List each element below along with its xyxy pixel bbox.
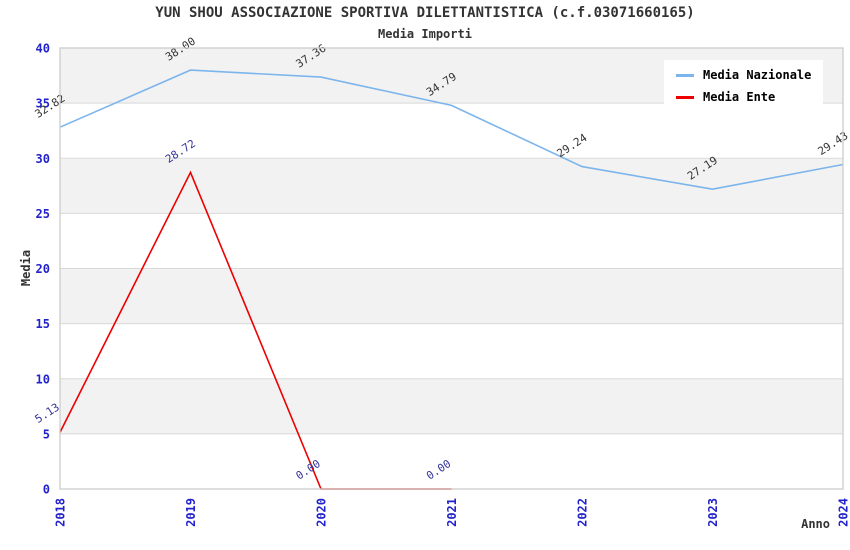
svg-text:40: 40 [36,42,50,56]
legend-label-media-nazionale: Media Nazionale [703,68,812,82]
legend-label-media-ente: Media Ente [703,90,776,104]
svg-text:35: 35 [36,97,50,111]
svg-text:0: 0 [43,483,50,497]
svg-text:15: 15 [36,317,50,331]
data-label: 5.13 [33,401,62,426]
media-nazionale-line-swatch-icon [676,73,694,77]
svg-text:25: 25 [36,207,50,221]
legend: Media Nazionale Media Ente [664,60,824,112]
svg-text:5: 5 [43,427,50,441]
y-axis-title: Media [19,250,33,286]
data-label: 0.00 [294,457,323,482]
plot-border [59,47,844,490]
svg-text:20: 20 [36,262,50,276]
legend-item-media-ente: Media Ente [676,90,811,104]
y-tick-labels: 0 5 10 15 20 25 30 35 40 [36,42,50,497]
data-label: 29.24 [555,131,590,160]
svg-text:2022: 2022 [576,498,590,527]
svg-text:2019: 2019 [184,498,198,527]
data-label: 29.43 [816,129,850,158]
data-label: 0.00 [424,457,453,482]
svg-text:10: 10 [36,372,50,386]
chart-title: YUN SHOU ASSOCIAZIONE SPORTIVA DILETTANT… [155,5,695,21]
svg-text:2021: 2021 [445,498,459,527]
plot-bands [60,48,843,434]
svg-text:2018: 2018 [54,498,68,527]
svg-text:2023: 2023 [706,498,720,527]
media-ente-line-swatch-icon [676,95,694,99]
svg-text:30: 30 [36,152,50,166]
legend-item-media-nazionale: Media Nazionale [676,68,811,82]
chart-subtitle: Media Importi [378,27,472,41]
svg-text:2024: 2024 [837,498,850,527]
x-axis-title: Anno [801,517,830,531]
x-tick-labels: 2018 2019 2020 2021 2022 2023 2024 [54,498,850,527]
svg-text:2020: 2020 [315,498,329,527]
